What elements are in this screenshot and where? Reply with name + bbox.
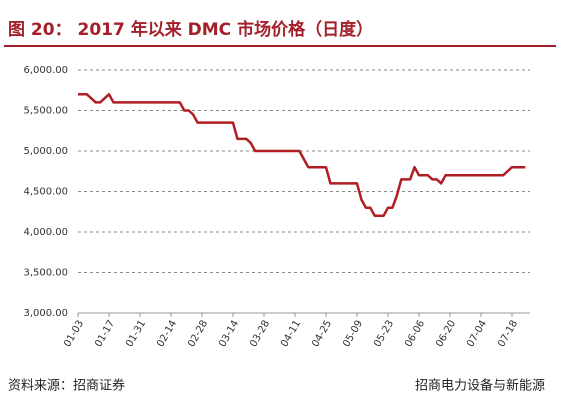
y-tick-label: 3,500.00 <box>23 268 68 279</box>
x-tick-label: 01-17 <box>93 319 117 350</box>
x-tick-label: 06-20 <box>434 319 458 350</box>
x-tick-label: 02-28 <box>186 319 210 350</box>
line-series <box>78 93 526 218</box>
x-tick-label: 04-25 <box>310 319 334 350</box>
y-tick-label: 6,000.00 <box>23 65 68 76</box>
y-tick-label: 4,000.00 <box>23 227 68 238</box>
source: 资料来源：招商证券 <box>8 378 125 394</box>
x-tick-label: 01-31 <box>124 319 148 350</box>
y-tick-label: 3,000.00 <box>23 308 68 319</box>
y-tick-label: 4,500.00 <box>23 187 68 198</box>
x-tick-label: 01-03 <box>62 319 86 350</box>
x-tick-label: 06-06 <box>403 319 427 350</box>
x-tick-label: 05-23 <box>372 319 396 350</box>
y-tick-label: 5,500.00 <box>23 106 68 117</box>
x-tick-label: 07-04 <box>465 319 489 350</box>
x-tick-label: 07-18 <box>496 319 520 350</box>
x-tick-label: 02-14 <box>155 319 179 350</box>
x-tick-label: 03-14 <box>217 319 241 350</box>
chart-title: 图 20： 2017 年以来 DMC 市场价格（日度） <box>8 19 373 40</box>
y-tick-label: 5,000.00 <box>23 146 68 157</box>
watermark: 招商电力设备与新能源 <box>415 378 545 394</box>
x-tick-label: 05-09 <box>341 319 365 350</box>
x-tick-label: 03-28 <box>248 319 272 350</box>
x-tick-label: 04-11 <box>279 319 303 350</box>
